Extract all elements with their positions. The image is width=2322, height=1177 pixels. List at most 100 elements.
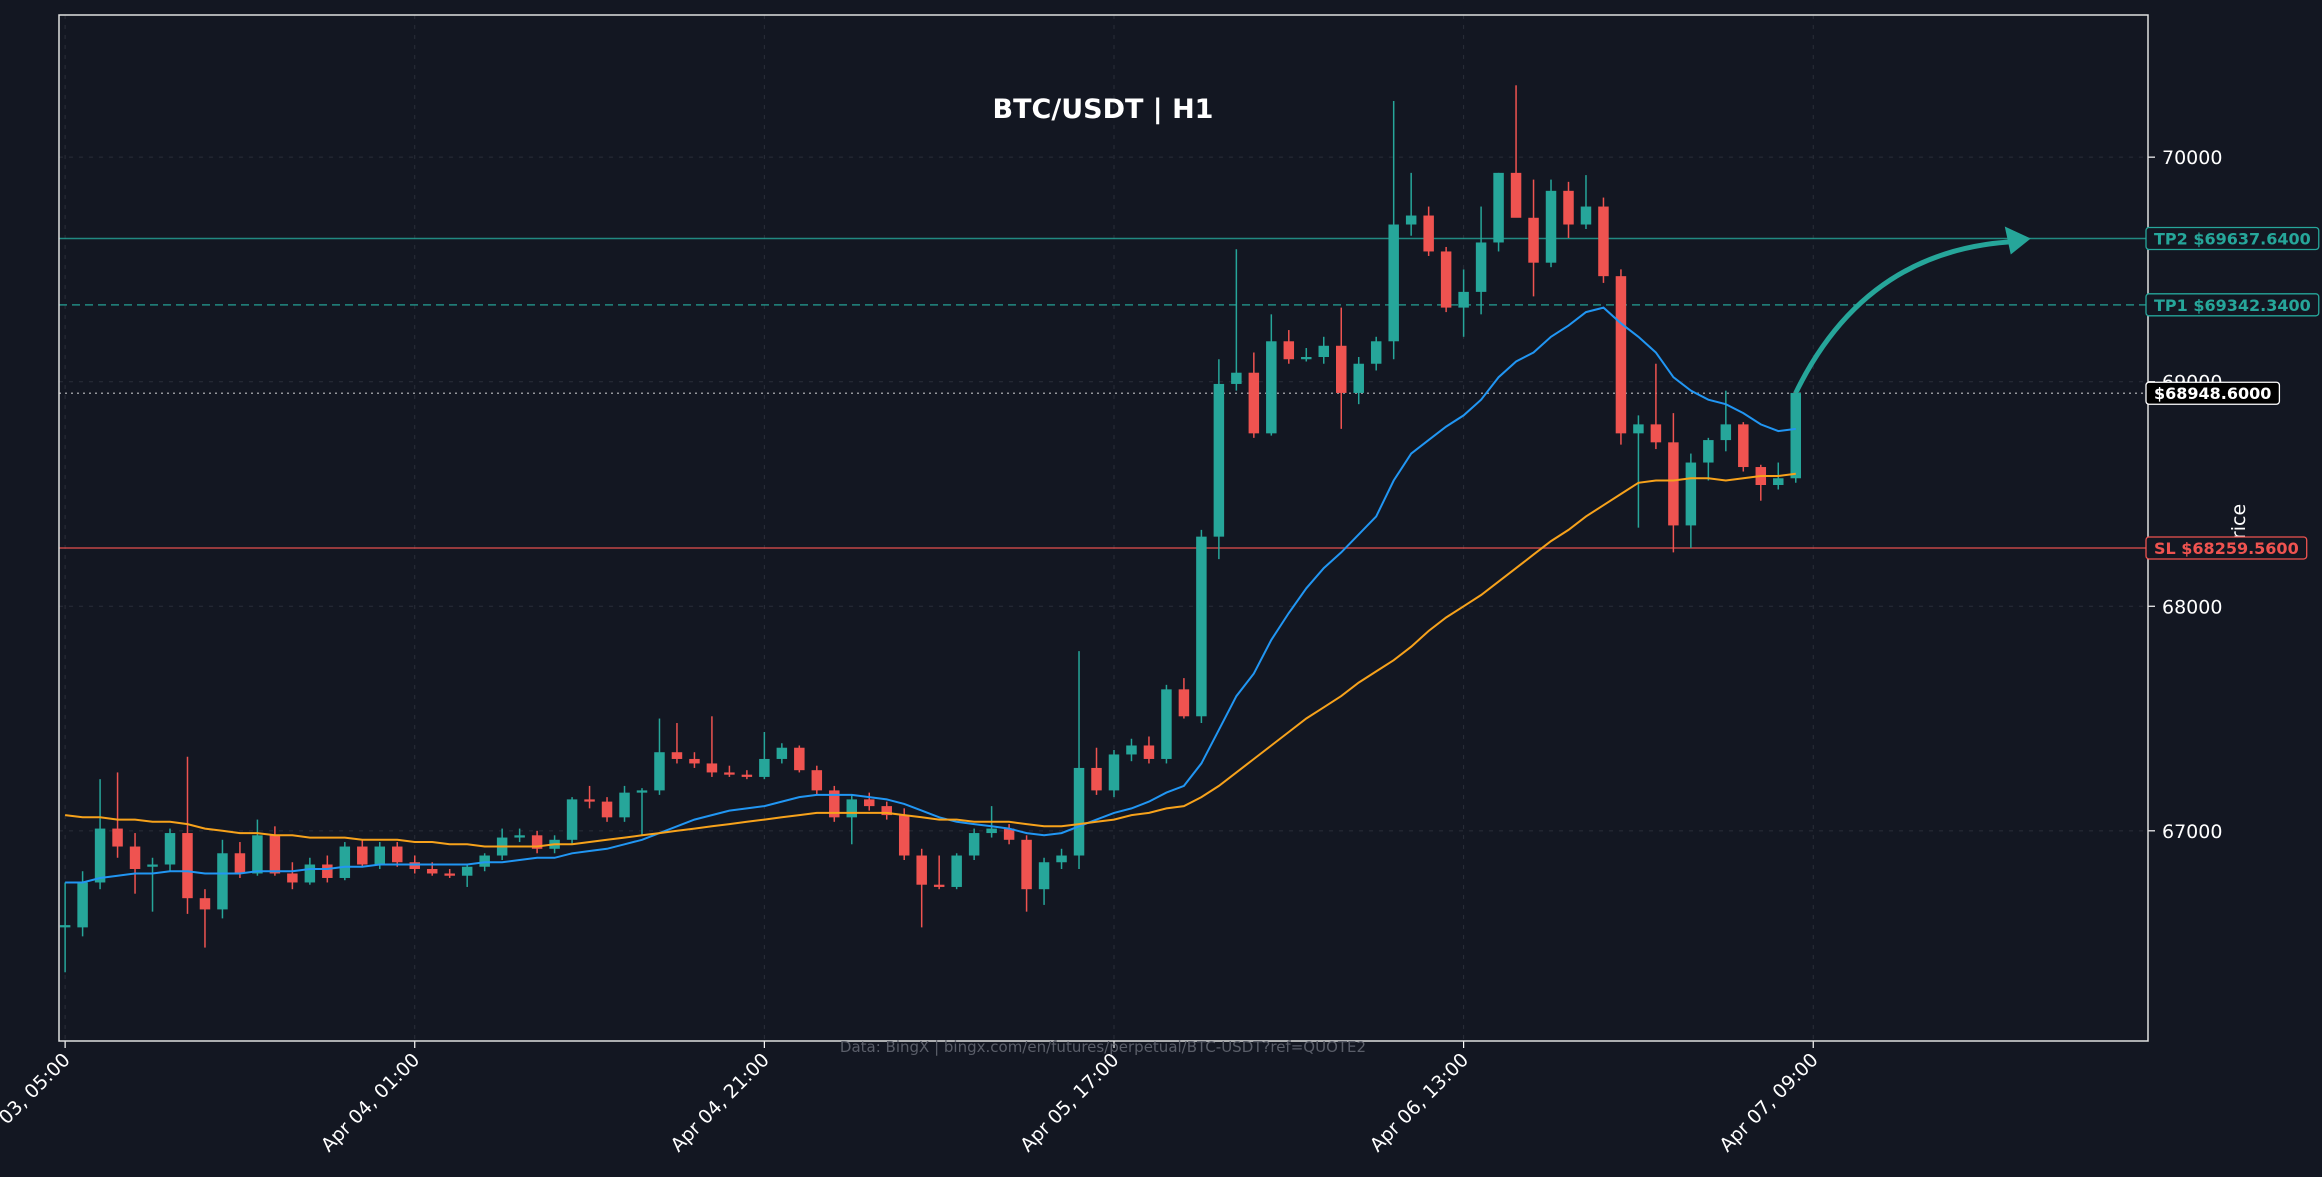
level-label-box: [2145, 536, 2308, 560]
candle-body: [392, 846, 403, 863]
target-arrow: [1793, 239, 2017, 395]
candle-body: [1335, 345, 1347, 393]
candle-body: [619, 792, 630, 818]
candle-body: [1738, 424, 1749, 468]
candle-body: [759, 758, 770, 777]
level-label-box: [2145, 226, 2320, 251]
candle-body: [479, 855, 490, 867]
level-label: $68948.6000: [2145, 381, 2281, 405]
moving-average-line: [64, 472, 1796, 848]
candle-body: [1266, 341, 1277, 434]
candle-body: [1248, 372, 1260, 434]
candle-body: [129, 846, 141, 869]
candle-body: [566, 799, 578, 840]
candle-body: [409, 862, 420, 869]
candle-body: [968, 833, 980, 856]
candle-body: [269, 835, 281, 874]
candle-body: [1091, 767, 1102, 791]
y-tick-label: 67000: [2162, 821, 2222, 843]
candle-body: [77, 882, 88, 928]
candle-body: [59, 925, 71, 928]
candle-body: [1126, 745, 1137, 755]
candle-body: [1056, 855, 1067, 863]
candle-body: [461, 866, 473, 876]
candle-body: [846, 799, 858, 818]
level-label: TP2 $69637.6400: [2145, 226, 2320, 251]
candle-body: [1178, 689, 1190, 717]
candle-body: [898, 815, 910, 856]
candle-body: [986, 828, 997, 834]
moving-average-line: [65, 306, 1796, 884]
candle-body: [1073, 767, 1085, 856]
candle-body: [339, 846, 351, 878]
candle-body: [1580, 206, 1592, 225]
candle-body: [112, 828, 123, 847]
candle-body: [1685, 462, 1697, 526]
level-label-text: TP2 $69637.6400: [2154, 230, 2311, 249]
candle-body: [287, 873, 298, 883]
candle-body: [531, 835, 543, 849]
candle-body: [864, 799, 875, 807]
candle-body: [1440, 251, 1452, 308]
candle-body: [357, 846, 368, 865]
candle-body: [1301, 357, 1312, 360]
candle-body: [706, 763, 718, 773]
candle-body: [741, 774, 753, 777]
candle-body: [951, 855, 962, 887]
candle-body: [94, 828, 106, 883]
candle-body: [1650, 424, 1662, 443]
plot-frame: [58, 14, 2149, 1042]
y-tick-label: 70000: [2162, 147, 2222, 169]
candle-body: [1196, 536, 1207, 717]
candle-body: [671, 752, 683, 759]
candle-body: [1231, 372, 1242, 384]
candle-body: [1003, 828, 1015, 840]
candle-body: [199, 898, 211, 910]
candle-body: [1318, 345, 1330, 357]
candle-body: [584, 799, 595, 802]
level-label-box: [2145, 293, 2320, 317]
candle-body: [217, 853, 228, 910]
candle-body: [147, 864, 158, 867]
level-label: SL $68259.5600: [2145, 536, 2308, 560]
candle-body: [1108, 754, 1120, 791]
watermark: Data: BingX | bingx.com/en/futures/perpe…: [840, 1038, 1366, 1056]
level-label-text: TP1 $69342.3400: [2154, 296, 2311, 315]
candle-body: [776, 747, 788, 759]
candle-body: [794, 747, 805, 771]
candle-body: [1598, 206, 1609, 277]
candle-body: [1720, 424, 1732, 441]
candle-body: [444, 873, 455, 876]
candle-body: [1423, 215, 1434, 252]
candle-body: [724, 772, 735, 775]
candle-body: [1510, 172, 1522, 218]
candle-body: [322, 864, 333, 878]
candle-body: [1703, 440, 1714, 463]
candle-body: [654, 752, 665, 791]
candle-body: [1213, 383, 1225, 537]
candle-body: [1790, 392, 1801, 479]
candle-body: [933, 884, 945, 887]
candle-body: [1405, 215, 1417, 225]
candle-body: [636, 790, 648, 793]
candle-body: [1283, 341, 1295, 360]
candle-body: [689, 758, 700, 764]
candle-body: [304, 864, 316, 883]
candle-body: [1388, 224, 1399, 342]
candle-body: [1161, 689, 1172, 759]
candle-body: [1633, 424, 1644, 434]
level-label-text: SL $68259.5600: [2154, 539, 2299, 558]
candle-body: [252, 835, 263, 874]
candle-body: [1458, 291, 1469, 308]
candle-body: [601, 801, 613, 818]
candle-body: [182, 833, 193, 899]
candle-body: [1773, 478, 1784, 485]
candle-body: [164, 833, 176, 865]
y-tick-label: 68000: [2162, 596, 2222, 618]
candle-body: [426, 868, 438, 874]
candle-body: [811, 770, 823, 791]
level-label: TP1 $69342.3400: [2145, 293, 2320, 317]
candle-body: [1370, 341, 1382, 364]
